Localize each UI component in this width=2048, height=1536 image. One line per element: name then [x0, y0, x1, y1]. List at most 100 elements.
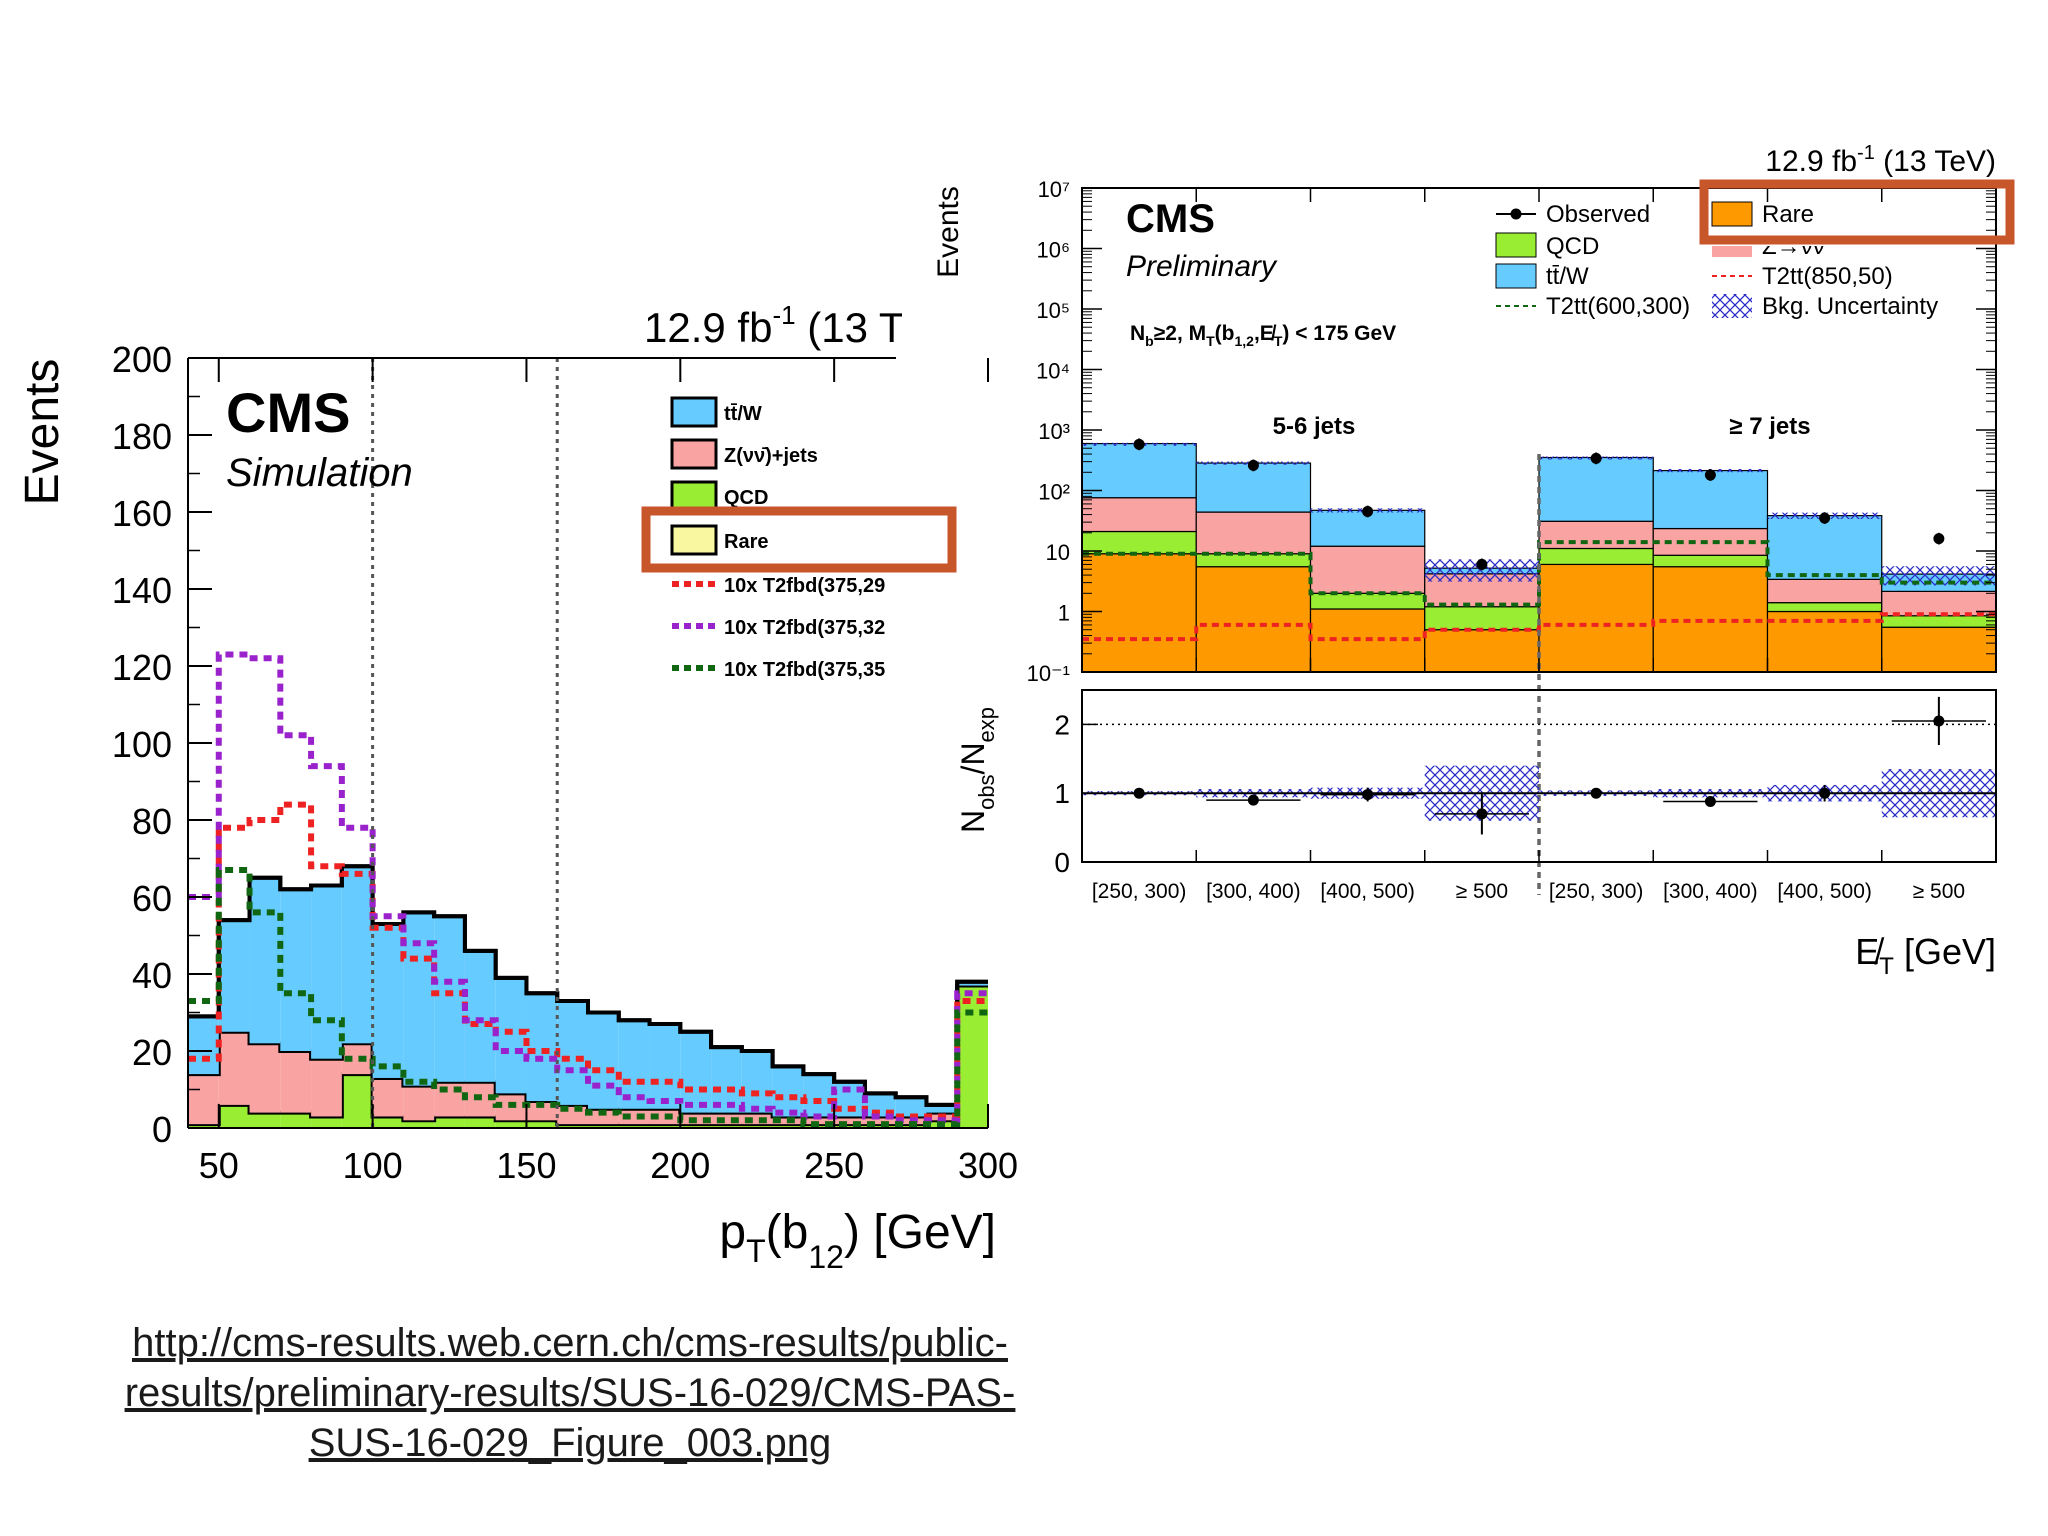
bar-qcd [249, 1112, 281, 1128]
bar-qcd [1652, 554, 1769, 568]
bar-znn [711, 1112, 742, 1125]
bar-ttw [618, 1020, 650, 1109]
bar-znn [834, 1116, 865, 1125]
legend-label-sig_purple: 10x T2fbd(375,32 [724, 617, 885, 639]
ratio-x-category-label: ≥ 500 [1913, 880, 1965, 903]
y-tick-label: 140 [112, 570, 172, 611]
left-cms-sublabel: Simulation [226, 451, 413, 495]
right-rare-highlight-box [1699, 179, 2015, 245]
ratio-point [1819, 787, 1831, 799]
legend-label-rare: Rare [724, 531, 768, 553]
bar-ttw [311, 885, 342, 1059]
ratio-point [1590, 787, 1602, 799]
bar-ttw [280, 889, 312, 1051]
right-cms-sublabel: Preliminary [1126, 250, 1278, 283]
bar-rare_right [1081, 553, 1197, 673]
bar-ttw [495, 977, 527, 1094]
bar-ttw [741, 1051, 773, 1113]
bar-qcd [957, 985, 988, 1128]
y-tick-label: 200 [112, 339, 172, 380]
x-tick-label: 50 [199, 1145, 239, 1186]
left-rare-highlight-box [641, 506, 957, 573]
ratio-x-category-label: [300, 400) [1206, 880, 1301, 903]
left-lumi-text: 12.9 fb-1 (13 T [644, 300, 905, 351]
legend-swatch-rare [670, 524, 718, 556]
x-tick-label: 200 [650, 1145, 710, 1186]
legend-swatch-qcd [670, 480, 718, 512]
left-y-axis-label: Events [16, 359, 69, 506]
observed-point [1476, 558, 1488, 570]
bar-znn [618, 1108, 650, 1125]
bar-znn [1195, 511, 1312, 555]
bar-znn [1766, 578, 1883, 604]
left-lumi-tail: (13 T [796, 304, 905, 351]
bar-znn [403, 1085, 435, 1121]
bar-qcd [526, 1120, 558, 1128]
bar-ttw [526, 993, 558, 1102]
legend-label-sig_red: 10x T2fbd(375,29 [724, 575, 885, 597]
x-tick-label: 150 [496, 1145, 556, 1186]
left-x-axis-label: pT(b12) [GeV] [719, 1206, 996, 1275]
bar-qcd [1766, 602, 1883, 613]
y-tick-label: 100 [112, 724, 172, 765]
bar-ttw [895, 1097, 927, 1117]
ratio-y-tick-label: 1 [1054, 778, 1070, 809]
bar-znn [1538, 520, 1654, 550]
bar-ttw [803, 1074, 835, 1117]
bar-ttw [341, 866, 373, 1044]
bar-qcd [311, 1116, 342, 1128]
bar-znn [1081, 497, 1197, 533]
ratio-point [1133, 787, 1145, 799]
right-legend: ObservedQCDtt̄/WT2tt(600,300)RareZ→νν̄T2… [1495, 201, 1940, 320]
left-lumi-value: 12.9 fb [644, 304, 772, 351]
legend-label-sig-green: T2tt(600,300) [1546, 293, 1690, 320]
bar-znn [188, 1074, 219, 1125]
observed-point [1362, 505, 1374, 517]
legend-swatch-ttw [670, 396, 718, 428]
bar-ttw [218, 920, 250, 1032]
ratio-x-category-label: [250, 300) [1549, 880, 1644, 903]
bar-znn [1309, 545, 1426, 594]
right-tick-labels: 10⁷ 10⁶ 10⁵ 10⁴ 10³ 10² 10 1 10⁻¹ [1027, 177, 1070, 686]
x-tick-label: 100 [343, 1145, 403, 1186]
y-tick-label: 80 [132, 801, 172, 842]
bar-qcd [1424, 606, 1540, 631]
bar-znn [372, 1077, 404, 1117]
bar-ttw [588, 1012, 619, 1109]
legend-swatch-ttw [1495, 263, 1537, 289]
ratio-point [1933, 715, 1945, 727]
bar-znn [249, 1043, 281, 1113]
left-lumi-exp: -1 [772, 300, 795, 330]
bar-znn [1652, 527, 1769, 556]
ratio-x-category-label: [300, 400) [1663, 880, 1758, 903]
signal-line-sig_green [1082, 540, 1996, 607]
right-observed-points [1133, 438, 1945, 571]
bar-qcd [464, 1116, 496, 1128]
y-tick-label: 0 [152, 1109, 172, 1150]
bar-rare_right [1424, 629, 1540, 673]
bar-qcd [280, 1112, 312, 1128]
legend-clip-mask [902, 290, 952, 710]
legend-label-qcd: QCD [724, 487, 768, 509]
bar-rare_right [1195, 566, 1312, 673]
legend-swatch-rare [1711, 201, 1753, 227]
ratio-panel: 0 1 2 [250, 300) [300, 400) [400, 500) ≥ 500 [2… [1054, 689, 1997, 903]
right-selection-text: Nb≥2, MT(b1,2,E̸T) < 175 GeV [1130, 322, 1396, 349]
right-region-label-2: ≥ 7 jets [1729, 413, 1810, 440]
bar-ttw [249, 877, 281, 1044]
ratio-x-category-label: [400, 500) [1320, 880, 1415, 903]
source-line-2[interactable]: results/preliminary-results/SUS-16-029/C… [124, 1371, 1016, 1415]
bar-qcd [1309, 592, 1426, 610]
source-line-3[interactable]: SUS-16-029_Figure_003.png [308, 1421, 832, 1465]
right-cms-label: CMS [1126, 197, 1215, 241]
legend-label-ttw: tt̄/W [1546, 263, 1589, 290]
source-link[interactable]: http://cms-results.web.cern.ch/cms-resul… [60, 1318, 1080, 1468]
source-line-1[interactable]: http://cms-results.web.cern.ch/cms-resul… [132, 1321, 1008, 1365]
unc-band [1424, 559, 1539, 582]
y-tick-label: 60 [132, 878, 172, 919]
bar-ttw [1081, 442, 1197, 499]
y-tick-label: 160 [112, 493, 172, 534]
y-tick-label: 10⁶ [1036, 238, 1070, 263]
legend-label-ttw: tt̄/W [724, 403, 762, 425]
bar-qcd [495, 1120, 527, 1128]
